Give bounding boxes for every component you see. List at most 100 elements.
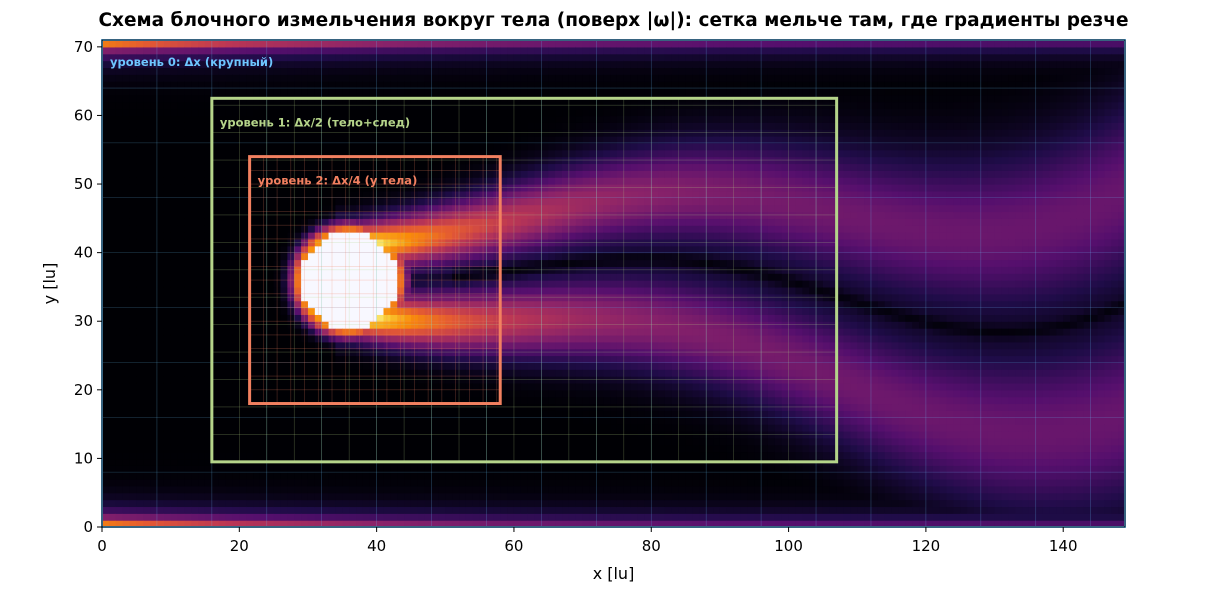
heat-cell bbox=[356, 362, 364, 370]
heat-cell bbox=[568, 252, 577, 261]
heat-cell bbox=[314, 211, 323, 219]
heat-cell bbox=[335, 115, 343, 123]
heat-cell bbox=[136, 225, 144, 233]
heat-cell bbox=[253, 136, 261, 144]
heat-cell bbox=[225, 273, 234, 281]
heat-cell bbox=[438, 382, 446, 391]
heat-cell bbox=[507, 197, 515, 206]
heat-cell bbox=[548, 396, 556, 405]
heat-cell bbox=[404, 307, 412, 315]
heat-cell bbox=[108, 266, 117, 274]
heat-cell bbox=[513, 190, 522, 199]
heat-cell bbox=[445, 520, 453, 528]
heat-cell bbox=[562, 40, 570, 48]
heat-cell bbox=[307, 40, 316, 48]
heat-cell bbox=[204, 197, 213, 206]
heat-cell bbox=[156, 74, 165, 82]
heat-cell bbox=[465, 67, 474, 75]
heat-cell bbox=[198, 472, 206, 480]
heat-cell bbox=[527, 238, 536, 247]
heat-cell bbox=[122, 485, 131, 494]
heat-cell bbox=[397, 225, 405, 233]
heat-cell bbox=[534, 190, 543, 199]
heat-cell bbox=[431, 225, 440, 233]
heat-cell bbox=[129, 458, 137, 466]
heat-cell bbox=[527, 376, 536, 384]
heat-cell bbox=[321, 88, 330, 96]
heat-cell bbox=[342, 376, 350, 384]
heat-cell bbox=[108, 40, 117, 48]
heat-cell bbox=[527, 88, 536, 96]
heat-cell bbox=[163, 376, 172, 384]
heat-cell bbox=[376, 437, 385, 446]
heat-cell bbox=[486, 232, 494, 240]
heat-cell bbox=[246, 60, 254, 69]
heat-cell bbox=[163, 465, 172, 473]
heat-cell bbox=[431, 184, 440, 192]
heat-cell bbox=[520, 266, 529, 274]
heat-cell bbox=[452, 40, 460, 48]
heat-cell bbox=[362, 60, 371, 69]
heat-cell bbox=[307, 286, 316, 295]
heat-cell bbox=[163, 410, 172, 418]
heat-cell bbox=[122, 60, 131, 69]
heat-cell bbox=[115, 122, 124, 130]
heat-cell bbox=[150, 156, 158, 165]
heat-cell bbox=[218, 108, 227, 117]
heat-cell bbox=[129, 520, 137, 528]
heat-cell bbox=[356, 334, 364, 343]
heat-cell bbox=[170, 520, 179, 528]
heat-cell bbox=[541, 430, 549, 439]
heat-cell bbox=[321, 286, 330, 295]
heat-cell bbox=[383, 101, 391, 110]
heat-cell bbox=[520, 81, 529, 89]
heat-cell bbox=[232, 314, 240, 322]
heat-cell bbox=[417, 204, 426, 213]
heat-cell bbox=[177, 184, 185, 192]
heat-cell bbox=[129, 465, 137, 473]
heat-cell bbox=[122, 321, 131, 329]
heat-cell bbox=[143, 259, 151, 267]
heat-cell bbox=[376, 513, 385, 521]
heat-cell bbox=[218, 266, 227, 274]
heat-cell bbox=[129, 369, 137, 377]
heat-cell bbox=[253, 46, 261, 55]
heat-cell bbox=[253, 499, 261, 508]
heat-cell bbox=[342, 307, 350, 315]
heat-cell bbox=[383, 410, 391, 418]
heat-cell bbox=[410, 74, 419, 82]
heat-cell bbox=[562, 492, 570, 501]
heat-cell bbox=[568, 211, 577, 219]
heat-cell bbox=[102, 67, 110, 75]
heat-cell bbox=[452, 437, 460, 446]
heat-cell bbox=[431, 334, 440, 343]
heat-cell bbox=[184, 465, 192, 473]
heat-cell bbox=[445, 280, 453, 288]
heat-cell bbox=[108, 156, 117, 165]
heat-cell bbox=[239, 321, 247, 329]
heat-cell bbox=[390, 232, 398, 240]
heat-cell bbox=[129, 163, 137, 171]
heat-cell bbox=[349, 396, 357, 405]
heat-cell bbox=[170, 170, 179, 178]
heat-cell bbox=[163, 520, 172, 528]
heat-cell bbox=[143, 197, 151, 206]
heat-cell bbox=[129, 108, 137, 117]
heat-cell bbox=[328, 376, 337, 384]
heat-cell bbox=[404, 238, 412, 247]
heat-cell bbox=[500, 115, 508, 123]
heat-cell bbox=[307, 280, 316, 288]
heat-cell bbox=[211, 369, 220, 377]
heat-cell bbox=[143, 211, 151, 219]
heat-cell bbox=[404, 376, 412, 384]
heat-cell bbox=[225, 149, 234, 158]
heat-cell bbox=[150, 108, 158, 117]
heat-cell bbox=[431, 520, 440, 528]
heat-cell bbox=[307, 67, 316, 75]
heat-cell bbox=[397, 334, 405, 343]
heat-cell bbox=[294, 101, 302, 110]
heat-cell bbox=[246, 437, 254, 446]
heat-cell bbox=[218, 122, 227, 130]
heat-cell bbox=[328, 451, 337, 460]
heat-cell bbox=[266, 46, 275, 55]
